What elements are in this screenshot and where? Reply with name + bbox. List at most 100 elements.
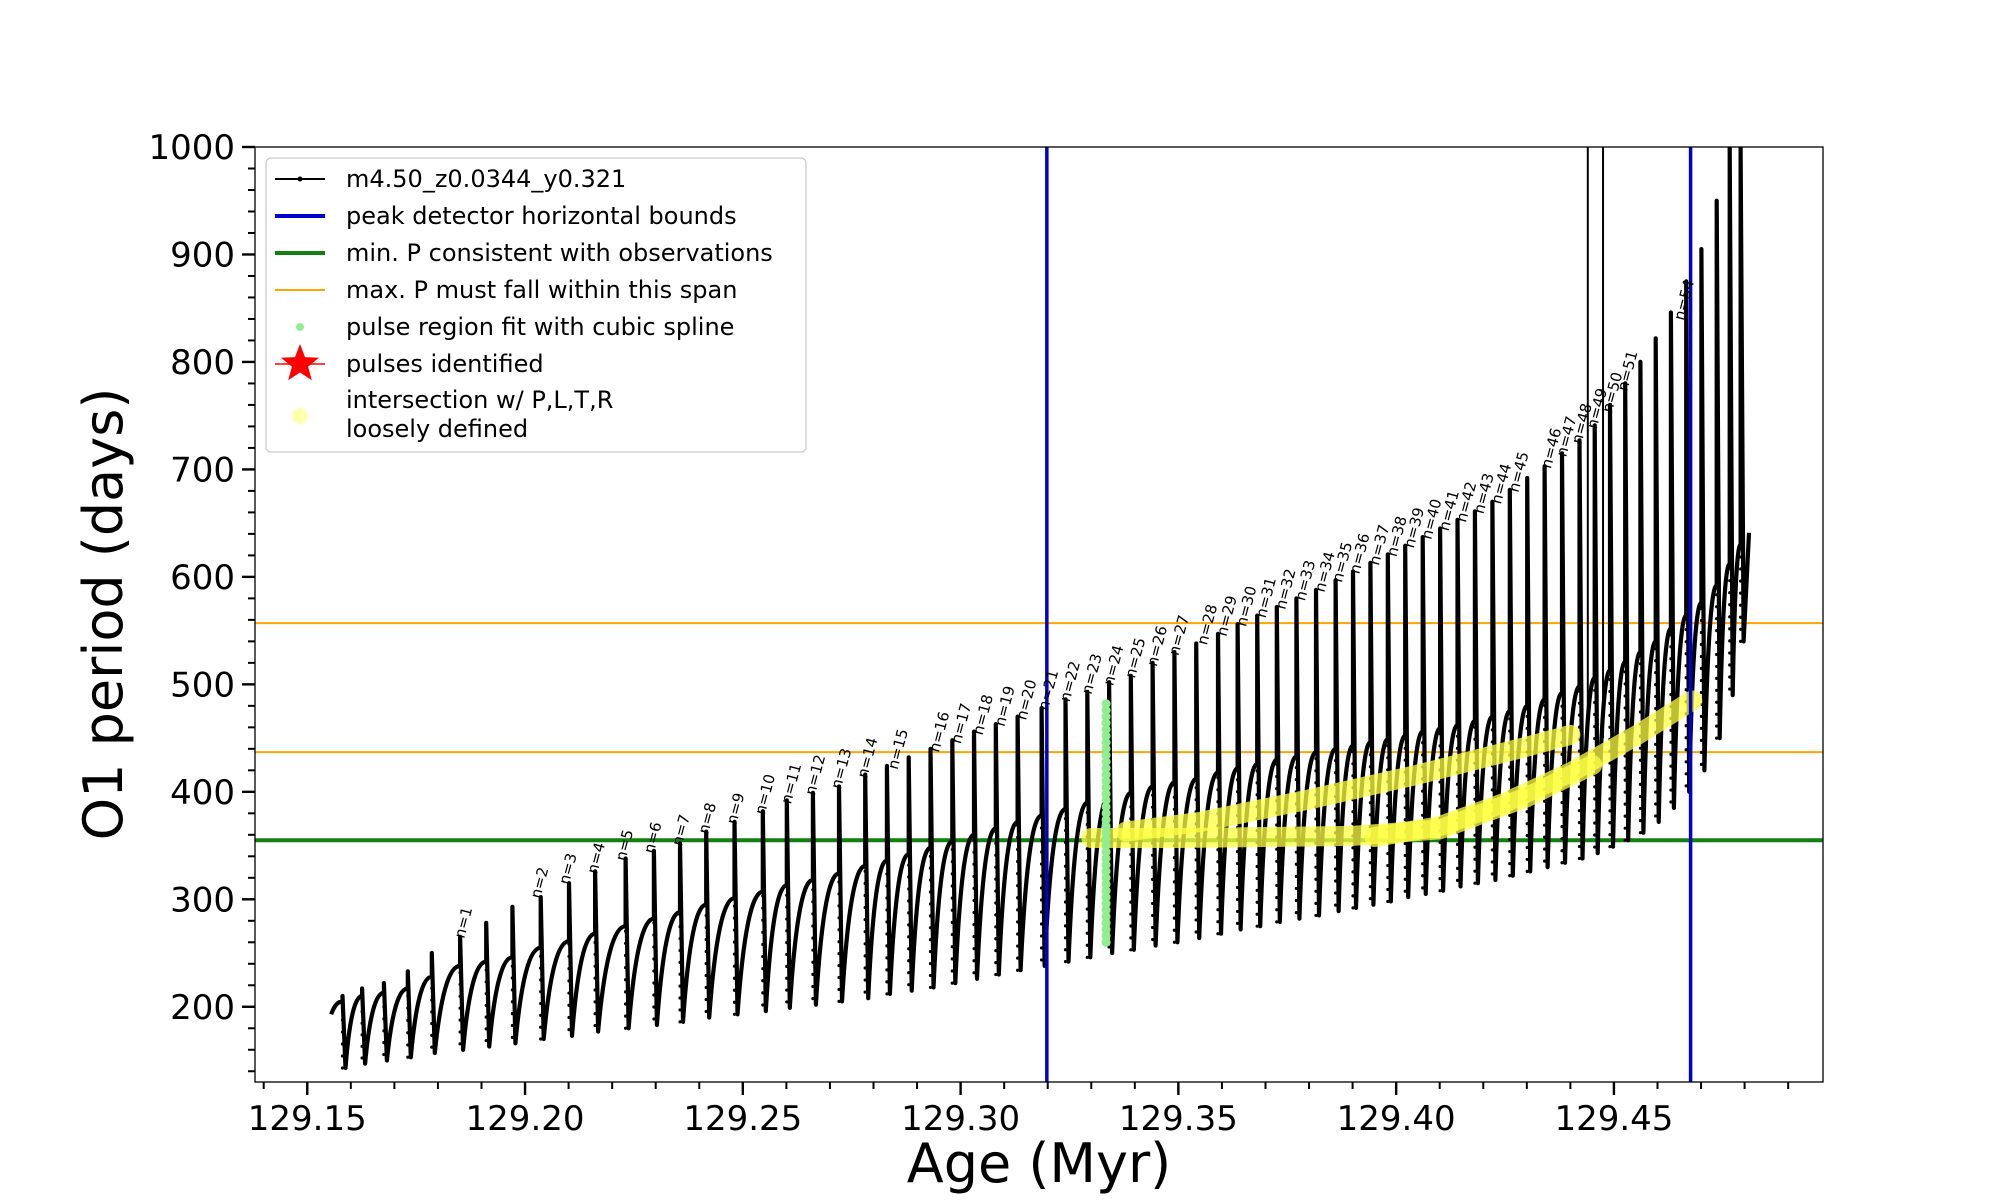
series-point — [1728, 326, 1732, 330]
series-point — [1194, 677, 1198, 682]
series-point — [1438, 599, 1442, 603]
series-point — [1294, 717, 1298, 721]
series-point — [1715, 258, 1719, 263]
series-point — [1669, 382, 1673, 386]
series-point — [1638, 565, 1643, 569]
series-point — [1438, 708, 1442, 712]
series-point — [994, 817, 998, 822]
series-point — [360, 1010, 364, 1014]
series-point — [652, 849, 656, 853]
series-point — [1728, 410, 1732, 414]
series-point — [1669, 561, 1673, 565]
series-point — [1728, 338, 1732, 342]
series-point — [1129, 674, 1133, 678]
series-point — [863, 942, 867, 946]
pulse-label: n=12 — [801, 753, 829, 797]
series-point — [1525, 488, 1529, 492]
series-point — [678, 1008, 682, 1012]
series-point — [1638, 831, 1643, 835]
series-point — [1739, 241, 1743, 246]
series-point — [1194, 665, 1198, 670]
series-point — [1039, 886, 1044, 890]
series-point — [1473, 569, 1477, 573]
series-point — [1560, 656, 1564, 660]
series-point — [510, 976, 514, 980]
series-point — [1490, 776, 1494, 780]
series-point — [1638, 456, 1643, 461]
series-point — [1715, 533, 1719, 537]
series-point — [837, 820, 841, 824]
series-point — [704, 973, 708, 978]
spline-point — [1101, 821, 1111, 831]
series-point — [928, 842, 933, 846]
series-point — [1669, 597, 1673, 601]
series-point — [1593, 700, 1597, 705]
series-point — [1623, 526, 1627, 530]
series-point — [994, 794, 998, 798]
series-point — [1739, 362, 1743, 366]
series-point — [1525, 714, 1529, 719]
series-point — [1216, 632, 1220, 636]
series-point — [1543, 584, 1547, 588]
series-point — [907, 851, 911, 855]
series-point — [1593, 447, 1597, 452]
series-point — [1351, 581, 1355, 586]
series-point — [1403, 556, 1407, 560]
series-point — [1654, 408, 1658, 412]
series-point — [994, 770, 998, 774]
series-point — [837, 868, 841, 872]
series-point — [1577, 797, 1582, 801]
series-point — [1669, 776, 1673, 780]
series-point — [1508, 620, 1512, 625]
series-point — [539, 978, 543, 982]
series-point — [1016, 799, 1020, 803]
series-point — [1684, 411, 1688, 416]
series-point — [1314, 757, 1318, 761]
series-point — [1699, 295, 1704, 299]
series-point — [1684, 507, 1688, 512]
series-point — [1654, 647, 1658, 651]
series-point — [360, 986, 364, 991]
series-point — [458, 1042, 462, 1046]
series-point — [1699, 463, 1704, 467]
series-point — [1739, 579, 1743, 583]
series-point — [1699, 247, 1704, 251]
series-point — [1085, 871, 1089, 875]
pulse-label: n=27 — [1165, 613, 1193, 657]
series-point — [1333, 590, 1338, 594]
series-point — [1016, 896, 1020, 900]
series-point — [1235, 790, 1240, 794]
series-point — [785, 941, 789, 945]
series-point — [1684, 664, 1688, 668]
series-point — [1255, 649, 1259, 654]
series-point — [863, 918, 867, 922]
series-point — [863, 785, 867, 789]
series-point — [1654, 432, 1658, 436]
series-point — [885, 956, 889, 960]
series-point — [1216, 920, 1220, 924]
series-point — [1577, 785, 1582, 789]
series-point — [1403, 877, 1407, 881]
series-point — [1194, 870, 1198, 874]
series-point — [1684, 447, 1688, 452]
series-point — [1403, 841, 1407, 846]
series-point — [1715, 736, 1719, 740]
series-point — [1715, 378, 1719, 382]
series-point — [761, 845, 765, 850]
series-point — [1608, 618, 1612, 622]
series-point — [1508, 500, 1512, 504]
series-point — [1275, 629, 1279, 633]
series-point — [484, 968, 488, 972]
series-point — [1654, 814, 1658, 818]
series-point — [406, 1055, 410, 1059]
series-point — [1728, 398, 1732, 402]
series-point — [1333, 891, 1338, 895]
series-point — [1194, 894, 1198, 898]
series-point — [510, 1035, 514, 1039]
series-point — [1684, 399, 1688, 404]
series-point — [1216, 908, 1220, 912]
series-point — [510, 988, 514, 992]
series-point — [704, 925, 708, 930]
series-point — [430, 974, 434, 979]
series-point — [382, 993, 386, 997]
